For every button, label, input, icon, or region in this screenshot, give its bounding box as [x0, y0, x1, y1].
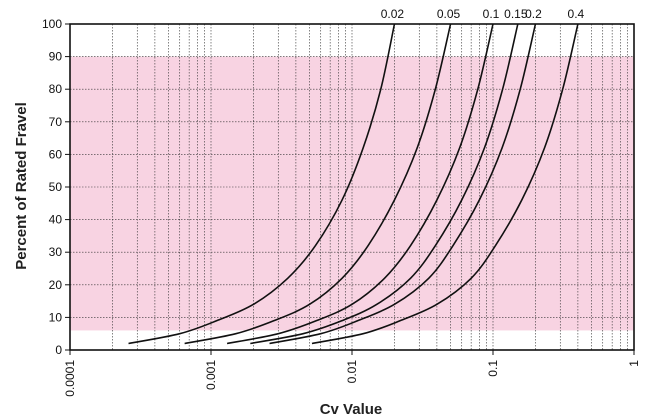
series-label-layer: 0.02 0.05 0.1 0.150.2 0.4 — [381, 7, 585, 21]
series-layer — [128, 23, 579, 345]
x-tick-label: 1 — [627, 360, 641, 367]
y-tick-label: 80 — [49, 82, 63, 96]
series-label-0-4: 0.4 — [568, 7, 585, 21]
series-label-0-05: 0.05 — [437, 7, 461, 21]
series-line-0-4 — [311, 23, 579, 345]
y-tick-label: 90 — [49, 50, 63, 64]
series-line-0-1 — [226, 23, 494, 345]
y-axis-title: Percent of Rated Fravel — [13, 102, 30, 270]
y-tick-label: 30 — [49, 245, 63, 259]
series-line-0-02 — [128, 23, 396, 345]
tick-label-layer: 0 10 20 30 40 50 60 70 80 90 100 0.0001 0.001 0.01 0.1… — [42, 17, 641, 397]
series-label-0-1: 0.1 — [483, 7, 500, 21]
y-tick-label: 40 — [49, 213, 63, 227]
grid-layer — [70, 24, 634, 350]
x-axis-title: Cv Value — [320, 401, 383, 418]
x-tick-label: 0.0001 — [63, 360, 77, 397]
y-tick-label: 0 — [55, 343, 62, 357]
series-label-0-15: 0.15 — [504, 7, 528, 21]
x-tick-label: 0.001 — [204, 360, 218, 390]
y-tick-label: 100 — [42, 17, 62, 31]
series-line-0-2 — [269, 23, 537, 345]
y-tick-label: 70 — [49, 115, 63, 129]
y-tick-label: 60 — [49, 147, 63, 161]
x-tick-label: 0.1 — [486, 360, 500, 377]
series-label-0-2: 0.2 — [525, 7, 542, 21]
x-tick-label: 0.01 — [345, 360, 359, 384]
y-tick-label: 50 — [49, 180, 63, 194]
series-line-0-15 — [250, 23, 519, 345]
series-label-0-02: 0.02 — [381, 7, 405, 21]
series-line-0-05 — [184, 23, 452, 345]
y-tick-label: 10 — [49, 310, 63, 324]
y-tick-label: 20 — [49, 278, 63, 292]
